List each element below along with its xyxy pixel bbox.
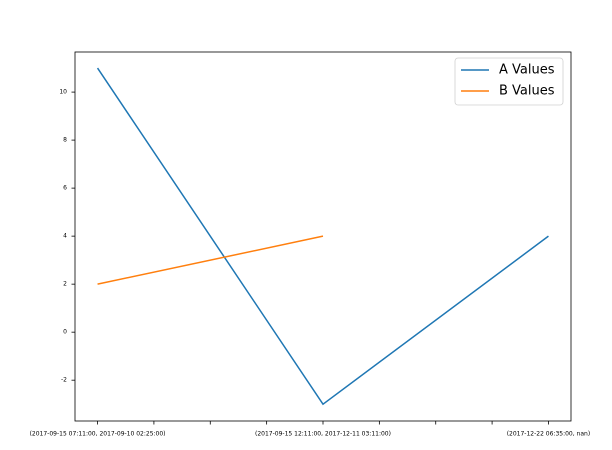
y-tick-label: -2 xyxy=(61,377,67,384)
x-tick-label: (2017-12-22 06:35:00, nan) xyxy=(507,431,591,438)
x-tick-label: (2017-09-15 12:11:00, 2017-12-11 03:11:0… xyxy=(255,431,391,438)
legend-label: A Values xyxy=(499,63,555,78)
y-tick-label: 10 xyxy=(59,89,67,96)
legend-label: B Values xyxy=(499,84,555,99)
plot-frame xyxy=(74,51,572,422)
y-tick-label: 2 xyxy=(63,281,67,288)
y-tick-label: 6 xyxy=(63,185,67,192)
y-tick-label: 4 xyxy=(63,233,67,240)
y-tick-label: 8 xyxy=(63,137,67,144)
line-series xyxy=(96,67,549,406)
x-tick-label: (2017-09-15 07:11:00, 2017-09-10 02:25:0… xyxy=(30,431,166,438)
line-series xyxy=(97,235,324,285)
y-tick-label: 0 xyxy=(63,329,67,336)
